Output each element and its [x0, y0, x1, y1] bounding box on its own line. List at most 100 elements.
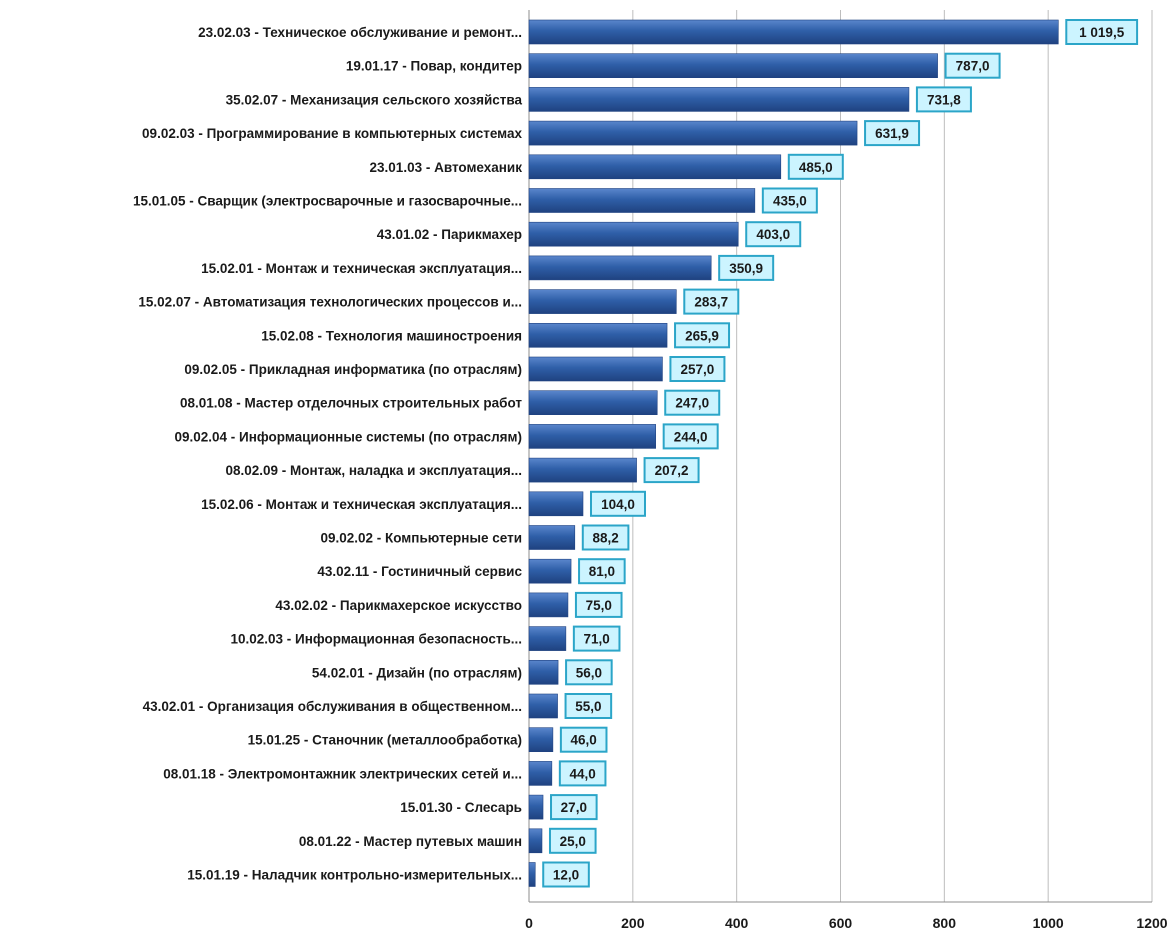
data-label-box [578, 558, 626, 585]
data-label-box [559, 726, 608, 753]
x-tick-label: 1000 [1033, 915, 1064, 931]
data-label-box [542, 861, 590, 888]
category-label: 15.02.08 - Технология машиностроения [261, 328, 522, 343]
data-label: 55,0 [575, 699, 601, 714]
data-label-box [558, 760, 607, 787]
bar [528, 626, 567, 651]
data-label-box [745, 221, 802, 248]
data-label-box [565, 659, 613, 686]
category-label: 09.02.03 - Программирование в компьютерн… [142, 126, 522, 141]
data-label-box [944, 52, 1001, 79]
category-label: 19.01.17 - Повар, кондитер [346, 59, 522, 74]
category-label: 09.02.04 - Информационные системы (по от… [175, 429, 523, 444]
category-labels: 23.02.03 - Техническое обслуживание и ре… [133, 25, 523, 883]
data-label-box [548, 827, 597, 854]
bar [528, 761, 553, 786]
bar [528, 289, 677, 314]
data-label-box [674, 322, 731, 349]
data-label-box [669, 356, 726, 382]
bar [528, 322, 668, 348]
data-label: 71,0 [584, 632, 610, 647]
data-label: 75,0 [586, 598, 612, 613]
data-label: 731,8 [927, 92, 961, 107]
data-label-box [550, 794, 598, 821]
bar [528, 390, 658, 416]
x-tick-label: 1200 [1136, 915, 1167, 931]
category-label: 35.02.07 - Механизация сельского хозяйст… [226, 92, 523, 107]
category-label: 43.02.02 - Парикмахерское искусство [275, 598, 522, 613]
bar [528, 558, 572, 584]
data-label-box [683, 288, 740, 315]
bars [528, 19, 1059, 887]
bar [528, 53, 938, 79]
bar [528, 659, 559, 685]
category-label: 08.01.22 - Мастер путевых машин [299, 834, 522, 849]
bar [528, 525, 576, 550]
data-label: 631,9 [875, 126, 909, 141]
data-label-box [662, 423, 719, 450]
data-label-box [718, 254, 775, 281]
data-label: 25,0 [560, 834, 586, 849]
data-label: 403,0 [756, 227, 790, 242]
data-label: 265,9 [685, 328, 719, 343]
bar [528, 592, 569, 618]
data-label-box [915, 86, 972, 113]
data-label: 44,0 [570, 766, 596, 781]
data-label-box [589, 490, 646, 517]
category-label: 15.01.25 - Станочник (металлообработка) [248, 733, 522, 748]
bar [528, 457, 637, 483]
bar [528, 120, 858, 146]
bar [528, 424, 656, 449]
data-label: 104,0 [601, 497, 635, 512]
bar [528, 87, 910, 112]
data-label: 485,0 [799, 160, 833, 175]
data-labels: 1 019,5 787,0 731,8 631,9 485,0 435,0 403,0 350… [542, 19, 1139, 888]
category-label: 15.01.19 - Наладчик контрольно-измерител… [187, 868, 522, 883]
data-label: 257,0 [681, 362, 715, 377]
data-label-box [581, 524, 630, 551]
data-label-box [787, 153, 844, 180]
bar [528, 188, 756, 213]
category-label: 15.02.01 - Монтаж и техническая эксплуат… [201, 261, 522, 276]
data-label: 207,2 [655, 463, 689, 478]
data-label: 88,2 [592, 531, 618, 546]
category-label: 10.02.03 - Информационная безопасность..… [231, 632, 523, 647]
bar [528, 154, 782, 180]
data-label-box [864, 120, 921, 147]
category-label: 43.02.01 - Организация обслуживания в об… [143, 699, 522, 714]
data-label: 244,0 [674, 429, 708, 444]
category-label: 09.02.02 - Компьютерные сети [320, 531, 522, 546]
category-label: 15.02.07 - Автоматизация технологических… [138, 295, 522, 310]
data-label-box [761, 187, 818, 214]
bar [528, 862, 536, 887]
data-label-box [574, 591, 623, 618]
data-label: 247,0 [675, 396, 709, 411]
bar [528, 727, 554, 753]
data-label-box [564, 693, 613, 719]
bar [528, 693, 558, 719]
category-label: 15.02.06 - Монтаж и техническая эксплуат… [201, 497, 522, 512]
data-label: 27,0 [561, 800, 587, 815]
category-label: 43.01.02 - Парикмахер [377, 227, 522, 242]
data-label: 1 019,5 [1079, 25, 1125, 40]
bar [528, 794, 544, 820]
x-tick-label: 800 [933, 915, 957, 931]
data-label: 787,0 [956, 59, 990, 74]
x-tick-label: 400 [725, 915, 749, 931]
bar [528, 255, 712, 281]
data-label-box [572, 625, 621, 652]
data-label-box [1065, 19, 1139, 45]
category-label: 08.01.08 - Мастер отделочных строительны… [180, 396, 522, 411]
category-label: 54.02.01 - Дизайн (по отраслям) [312, 665, 522, 680]
bar [528, 491, 584, 517]
data-label: 56,0 [576, 665, 602, 680]
category-label: 23.01.03 - Автомеханик [370, 160, 523, 175]
category-label: 43.02.11 - Гостиничный сервис [317, 564, 522, 579]
category-label: 15.01.30 - Слесарь [400, 800, 522, 815]
bar [528, 356, 663, 382]
category-label: 09.02.05 - Прикладная информатика (по от… [184, 362, 522, 377]
x-tick-label: 200 [621, 915, 645, 931]
category-label: 23.02.03 - Техническое обслуживание и ре… [198, 25, 522, 40]
category-label: 08.01.18 - Электромонтажник электрически… [163, 766, 522, 781]
